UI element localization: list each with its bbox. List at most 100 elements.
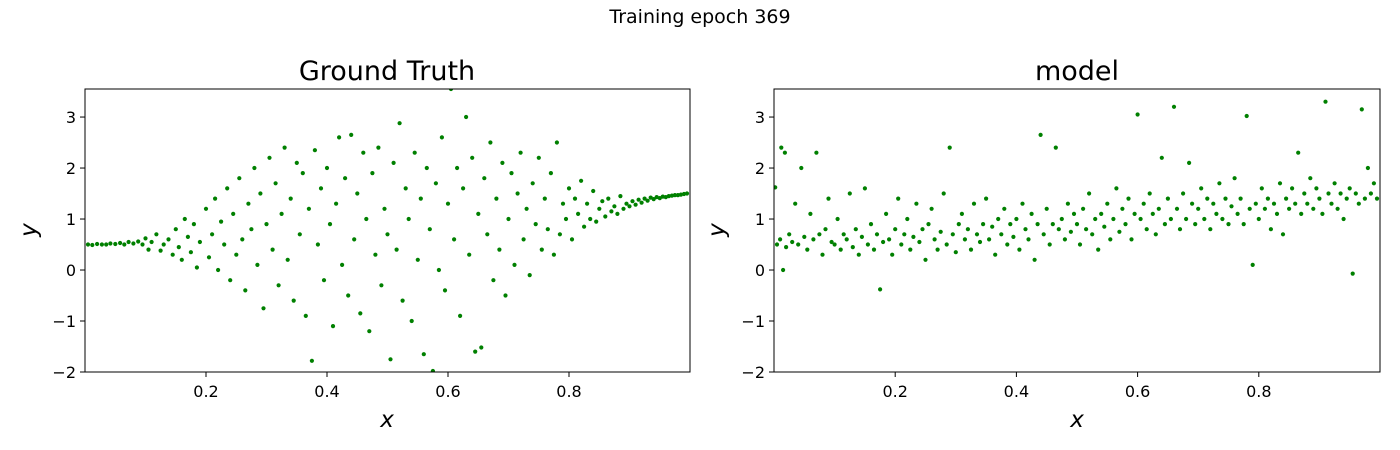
data-point [793,201,798,206]
data-point [173,227,178,232]
y-tick-label: −1 [741,312,765,331]
data-point [206,255,212,260]
data-point [503,293,508,298]
data-point [349,132,354,137]
data-point [1238,196,1243,201]
data-point [1320,211,1325,216]
data-point [1026,237,1031,242]
data-point [1205,196,1210,201]
data-point [1068,229,1073,234]
data-point [1135,112,1140,117]
data-point [442,288,448,293]
data-point [249,227,254,232]
x-tick-label: 0.8 [1246,382,1271,401]
data-point [158,248,163,253]
data-point [1232,176,1237,181]
data-point [1244,113,1249,119]
x-axis-label: x [1069,407,1084,433]
data-point [588,216,593,222]
data-point [458,313,463,318]
data-point [303,313,308,318]
data-point [521,237,526,242]
data-point [1168,216,1173,222]
data-point [515,191,520,196]
data-point [430,368,435,372]
data-point [330,324,336,329]
data-point [1353,191,1358,196]
data-point [796,242,801,247]
data-point [1120,206,1125,211]
data-point [321,278,327,283]
data-point [1347,186,1352,191]
data-point [841,232,846,237]
data-point [944,242,949,247]
data-point [1105,201,1110,206]
data-point [294,160,299,165]
x-tick-label: 0.6 [1125,382,1150,401]
data-point [497,247,502,252]
data-point [938,229,943,234]
data-point [1235,211,1240,216]
data-point [591,188,596,194]
data-point [285,257,290,262]
data-point [118,240,123,246]
data-point [1271,201,1277,206]
data-point [890,252,895,257]
data-point [1014,216,1019,222]
data-point [315,242,320,247]
data-point [1077,242,1083,247]
data-point [1093,216,1098,222]
data-point [1153,232,1158,237]
data-point [185,234,190,239]
data-point [1041,232,1046,237]
data-point [579,178,584,183]
data-point [838,247,843,252]
data-point [470,155,475,160]
data-point [554,140,560,145]
data-point [1326,191,1331,196]
data-point [1229,204,1234,209]
data-point [1062,237,1067,242]
data-point [585,201,590,206]
data-point [197,239,202,245]
data-point [1356,201,1361,206]
y-tick-label: 1 [66,210,76,229]
data-point [844,237,849,242]
data-point [1032,257,1037,262]
data-point [131,241,136,246]
data-point [1059,216,1064,222]
data-point [352,237,357,242]
data-point [633,202,638,207]
data-point [1332,181,1337,186]
data-point [282,145,287,150]
x-tick-label: 0.4 [1004,382,1029,401]
data-point [418,196,423,201]
data-point [1047,242,1052,247]
data-point [1087,191,1092,196]
data-point [1029,211,1034,216]
data-point [615,211,620,216]
data-point [782,150,787,155]
data-point [941,191,946,196]
data-point [355,191,360,196]
data-point [533,222,538,227]
data-point [923,257,928,262]
data-point [645,198,650,203]
data-point [267,155,272,160]
data-point [1226,222,1231,227]
data-point [1196,206,1201,211]
data-point [225,186,230,191]
y-tick-label: 2 [755,159,765,178]
data-point [1074,222,1080,227]
data-point [1084,227,1089,232]
data-point [143,236,148,241]
data-point [1368,191,1373,196]
data-point [113,241,118,247]
data-point [334,201,339,206]
data-point [829,239,834,245]
data-point [862,186,867,191]
data-point [1141,201,1146,206]
data-point [445,201,451,206]
data-point [191,222,196,227]
data-point [306,206,311,211]
